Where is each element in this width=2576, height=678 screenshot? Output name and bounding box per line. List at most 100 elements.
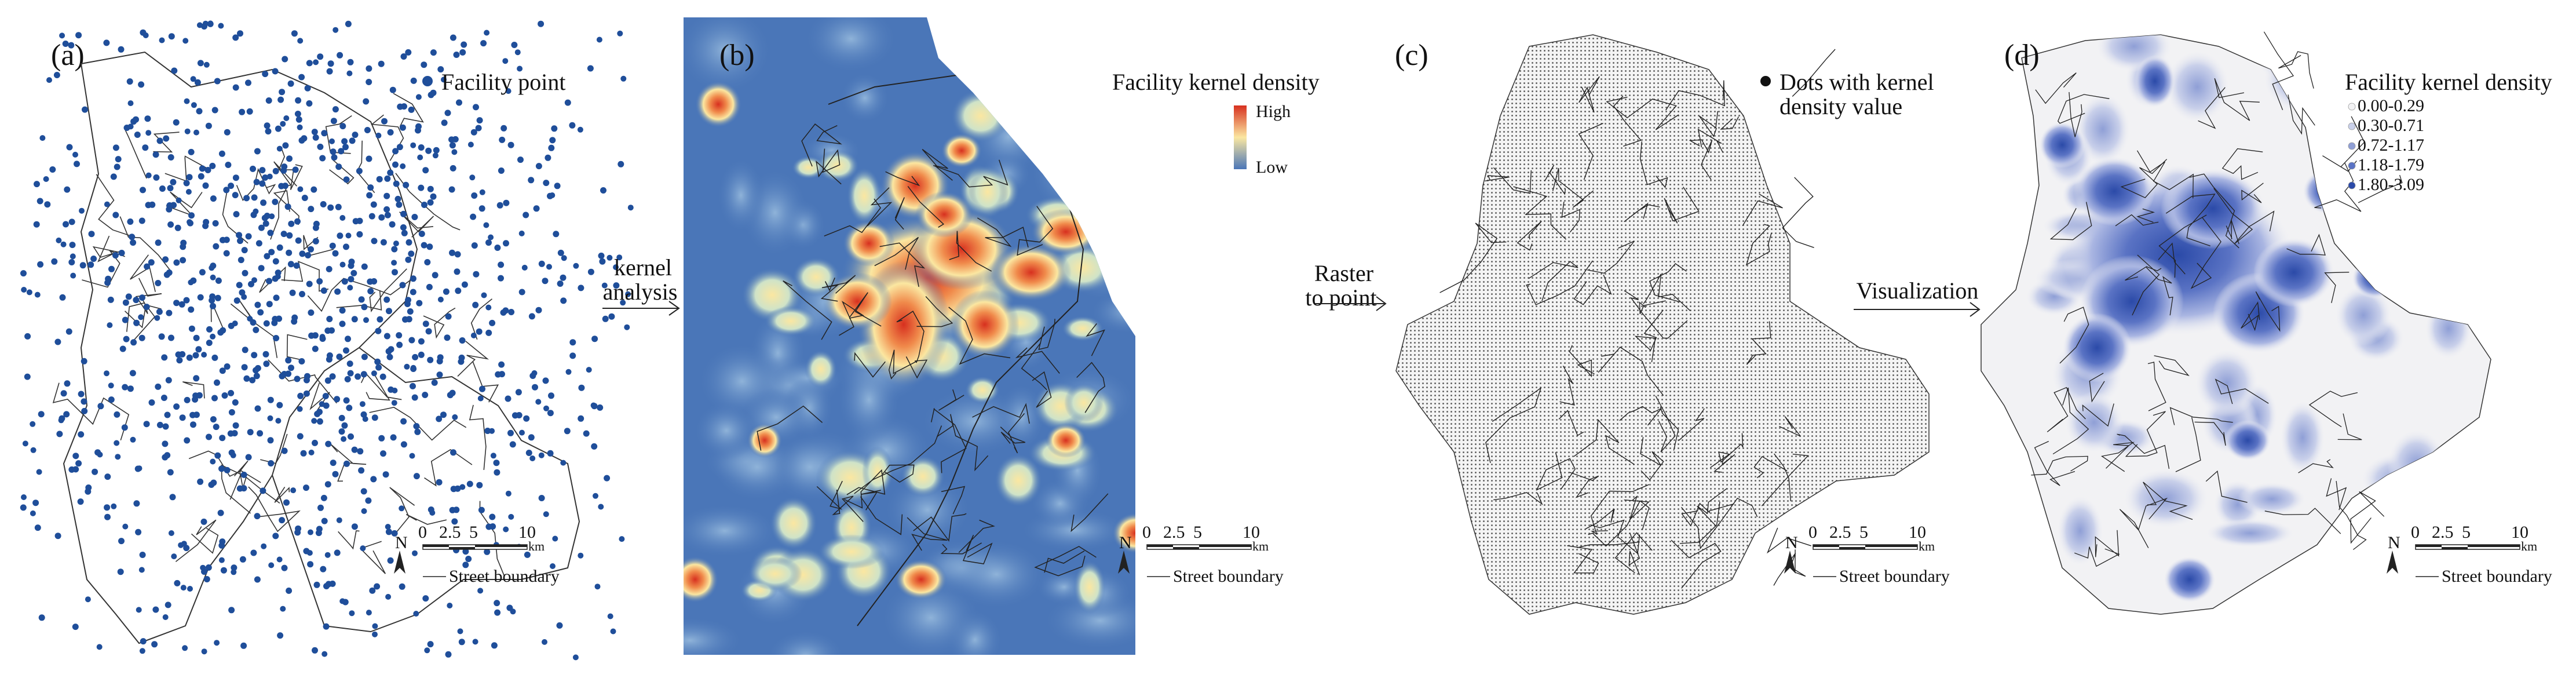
facility-point (38, 614, 45, 621)
class-label: 1.18-1.79 (2358, 155, 2424, 174)
facility-point (295, 116, 302, 123)
street-boundary-line (399, 212, 434, 238)
facility-point (484, 428, 491, 434)
arrow-kernel-analysis: kernel analysis (597, 249, 684, 319)
facility-point (140, 638, 147, 645)
facility-point (543, 180, 550, 187)
facility-point (232, 192, 239, 199)
facility-point (543, 405, 549, 411)
facility-point (478, 205, 485, 212)
city-outline (63, 51, 418, 644)
street-boundary-line (2125, 266, 2162, 281)
facility-point (508, 513, 514, 520)
facility-point (287, 261, 294, 268)
street-boundary-line (307, 278, 414, 312)
facility-point (378, 60, 385, 67)
facility-point (367, 184, 374, 191)
street-boundary-line (124, 297, 147, 329)
facility-point (479, 189, 485, 195)
street-boundary-line (1624, 290, 1688, 339)
facility-point (211, 354, 218, 361)
street-boundary-line (2350, 491, 2385, 544)
facility-point (349, 610, 355, 617)
facility-point (367, 288, 374, 294)
facility-point (363, 98, 370, 105)
facility-point (538, 20, 545, 27)
facility-point (498, 361, 505, 368)
facility-point (292, 166, 299, 173)
class-legend-dot (2348, 162, 2356, 170)
facility-point (489, 513, 496, 520)
facility-point (548, 392, 554, 399)
street-boundary-line (916, 296, 953, 327)
facility-point (253, 178, 260, 185)
facility-point (247, 316, 253, 322)
facility-point (332, 471, 339, 477)
class-legend (2348, 103, 2356, 189)
facility-point (347, 285, 353, 291)
street-boundary-line (874, 236, 919, 270)
facility-point (224, 363, 231, 370)
facility-point (206, 340, 213, 347)
facility-point (218, 465, 225, 472)
street-boundary-line (469, 404, 487, 470)
facility-point (236, 232, 243, 239)
facility-point (613, 282, 620, 289)
facility-point (104, 513, 111, 520)
facility-point (249, 377, 256, 384)
facility-point (197, 294, 204, 301)
facility-point (400, 210, 407, 217)
street-boundary-line (2226, 220, 2239, 245)
facility-point (339, 320, 346, 327)
facility-point (190, 421, 196, 428)
street-boundary-line (1681, 502, 1734, 527)
facility-point (276, 315, 283, 322)
street-boundary-line (1569, 345, 1595, 378)
facility-point (199, 165, 206, 172)
facility-point (199, 269, 206, 276)
facility-point (514, 49, 521, 56)
facility-point (383, 192, 390, 199)
facility-point (509, 441, 516, 448)
facility-point (411, 214, 418, 220)
facility-point (66, 144, 73, 151)
panel-d-legend: Facility kernel density (2345, 69, 2552, 95)
street-boundary-line (936, 414, 989, 472)
street-boundary-line (1689, 139, 1713, 180)
street-boundary-line (2190, 217, 2221, 289)
facility-point (405, 316, 412, 323)
facility-point (385, 593, 392, 600)
facility-point (253, 373, 260, 380)
facility-point (458, 639, 465, 646)
facility-point (583, 430, 590, 437)
street-boundary-line (816, 148, 842, 185)
facility-point (390, 434, 397, 441)
scale-bar-graphic (2387, 544, 2520, 577)
facility-point (391, 246, 398, 253)
facility-point (269, 213, 275, 220)
facility-point (450, 165, 456, 172)
facility-point (427, 641, 434, 648)
street-boundary-line (2308, 391, 2358, 428)
facility-point (24, 333, 31, 340)
street-boundary-line (1070, 493, 1109, 533)
facility-point (64, 186, 71, 193)
facility-point (303, 484, 309, 491)
facility-point (345, 20, 352, 27)
facility-point (155, 280, 162, 286)
facility-point (455, 287, 462, 294)
facility-point (389, 86, 396, 93)
facility-point (546, 264, 552, 270)
street-boundary-line (2322, 116, 2365, 172)
facility-point (97, 403, 104, 410)
facility-point (531, 370, 538, 376)
facility-point (620, 75, 627, 82)
street-boundary-line (894, 197, 905, 230)
facility-point (193, 129, 199, 136)
facility-point (110, 173, 117, 180)
facility-point (577, 126, 583, 133)
facility-point (431, 379, 438, 386)
facility-point (572, 654, 579, 661)
street-boundary-line (2241, 301, 2260, 331)
street-boundary-line (2205, 470, 2248, 503)
